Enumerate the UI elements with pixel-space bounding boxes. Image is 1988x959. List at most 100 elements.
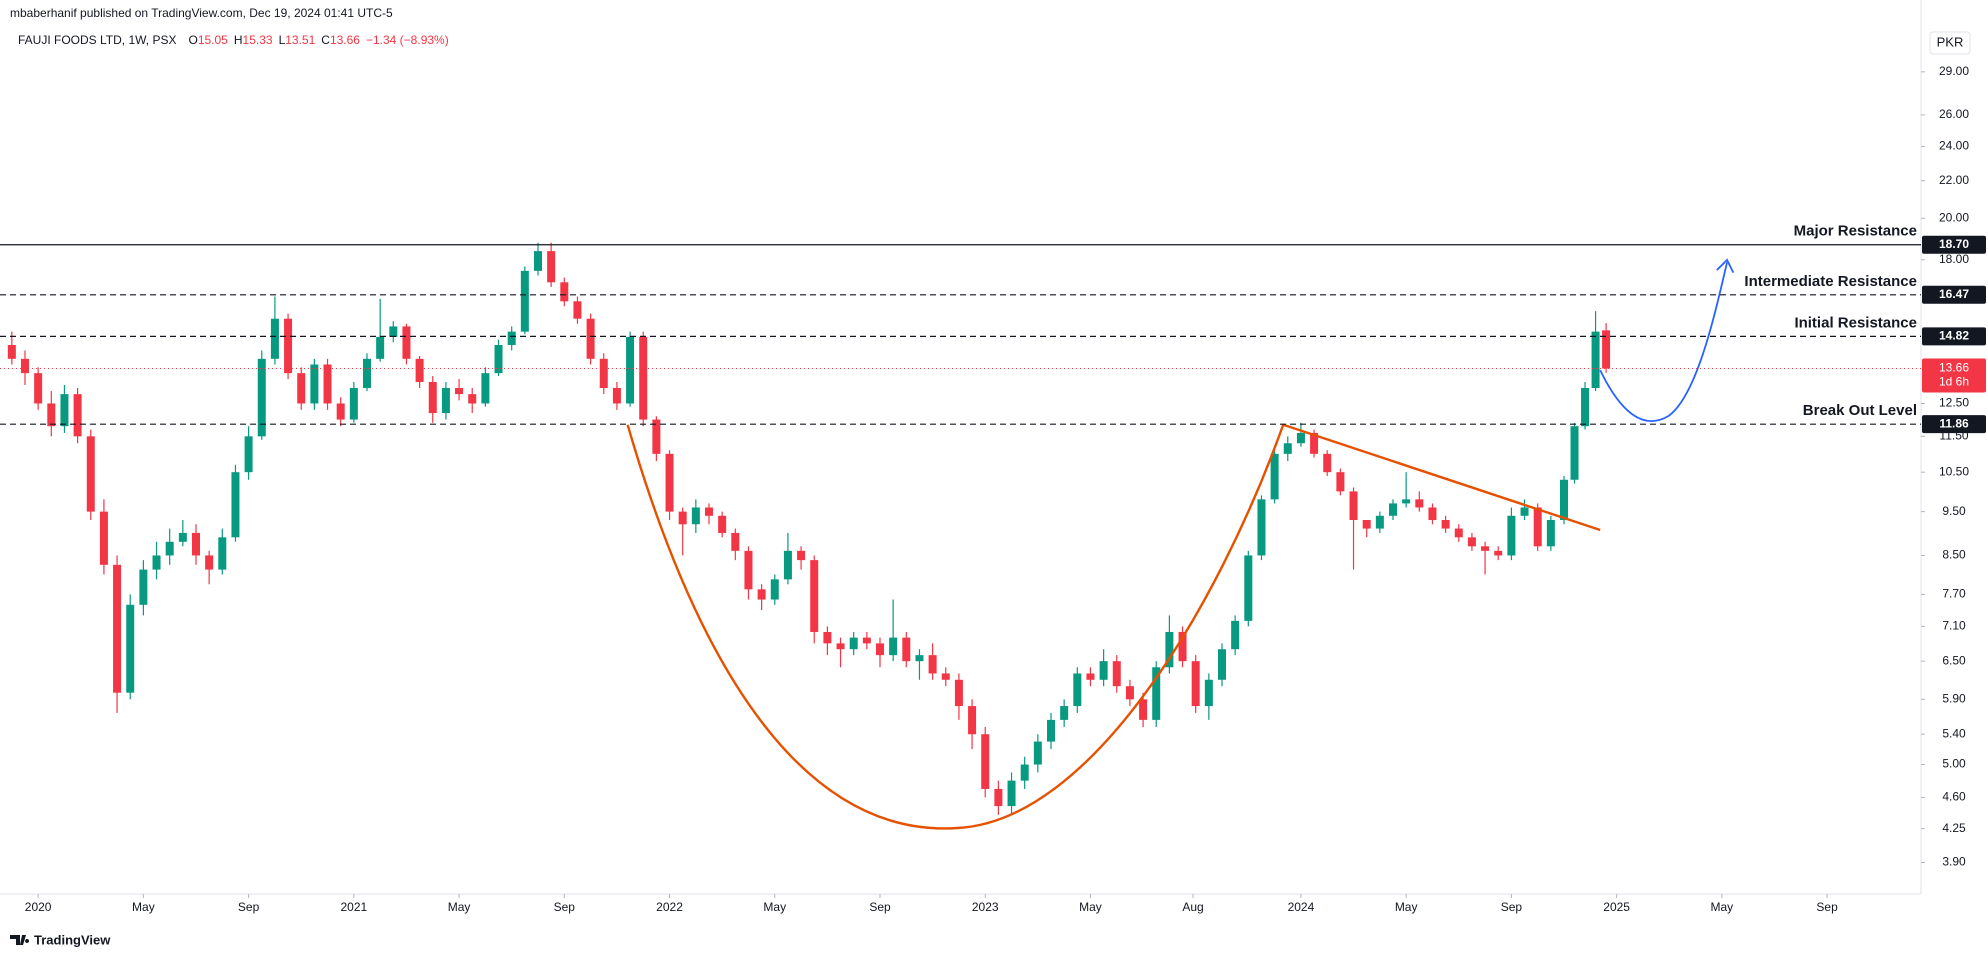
level-tag-label: 18.70	[1939, 237, 1969, 251]
candle-body	[1591, 331, 1600, 389]
x-tick-label: 2021	[340, 900, 367, 914]
y-tick-label: 9.50	[1942, 504, 1966, 518]
candle-body	[783, 550, 792, 580]
candle-body	[244, 436, 253, 473]
candle-body	[139, 569, 148, 605]
legend-value: 15.05	[198, 33, 228, 47]
candle-body	[902, 637, 911, 662]
level-label: Break Out Level	[1803, 402, 1917, 419]
candle-body	[1507, 515, 1516, 556]
candle-body	[849, 637, 858, 650]
level-label: Initial Resistance	[1794, 314, 1917, 331]
candle-body	[862, 637, 871, 644]
y-tick-label: 5.90	[1942, 691, 1966, 705]
candle-body	[612, 388, 621, 404]
candle-body	[652, 419, 661, 454]
candle-body	[494, 344, 503, 374]
x-tick-label: May	[132, 900, 155, 914]
candle-body	[7, 344, 16, 359]
x-tick-label: Aug	[1182, 900, 1203, 914]
candle-body	[218, 537, 227, 570]
y-tick-label: 5.40	[1942, 726, 1966, 740]
candle-body	[1125, 686, 1134, 700]
candle-body	[1178, 631, 1187, 662]
candle-body	[1375, 515, 1384, 529]
candle-body	[323, 364, 332, 404]
y-tick-label: 20.00	[1939, 210, 1969, 224]
candle-body	[376, 336, 385, 359]
candle-body	[1349, 491, 1358, 521]
candle-body	[968, 706, 977, 735]
candle-body	[1546, 520, 1555, 547]
candle-body	[297, 373, 306, 404]
logo	[10, 935, 30, 945]
candle-body	[928, 655, 937, 674]
candle-body	[941, 673, 950, 680]
candle-body	[1520, 507, 1529, 516]
drawings	[628, 260, 1734, 828]
x-tick-label: Sep	[238, 900, 260, 914]
last-price-tag	[1922, 358, 1986, 393]
x-tick-label: May	[1711, 900, 1734, 914]
y-tick-label: 10.50	[1939, 464, 1969, 478]
footer: TradingView	[34, 932, 111, 947]
y-tick-label: 29.00	[1939, 64, 1969, 78]
candle-body	[362, 358, 371, 389]
candle-body	[1310, 432, 1319, 454]
cup-curve	[628, 425, 1284, 829]
x-tick-label: Sep	[554, 900, 576, 914]
candle-body	[1231, 620, 1240, 650]
candle-body	[639, 336, 648, 420]
header: mbaberhanif published on TradingView.com…	[10, 6, 393, 20]
candle-body	[468, 394, 477, 404]
candle-body	[60, 394, 69, 427]
candle-body	[626, 336, 635, 404]
candle-body	[547, 251, 556, 283]
candle-body	[1494, 550, 1503, 556]
candle-body	[823, 631, 832, 644]
y-tick-label: 12.50	[1939, 396, 1969, 410]
candle-body	[757, 589, 766, 600]
candle-body	[455, 388, 464, 395]
candle-body	[231, 472, 240, 538]
legend-key: L	[279, 33, 286, 47]
candle-body	[731, 532, 740, 551]
level-tag-label: 16.47	[1939, 287, 1969, 301]
candle-body	[481, 373, 490, 404]
x-tick-label: 2022	[656, 900, 683, 914]
candle-body	[257, 358, 266, 437]
candle-body	[152, 555, 161, 570]
candle-body	[428, 382, 437, 414]
x-tick-label: May	[1395, 900, 1418, 914]
level-label: Intermediate Resistance	[1744, 273, 1917, 290]
legend-value: 15.33	[243, 33, 273, 47]
candle-body	[994, 788, 1003, 807]
candle-body	[560, 282, 569, 302]
candle-body	[573, 301, 582, 319]
candle-body	[1165, 631, 1174, 668]
candle-body	[441, 388, 450, 414]
candle-body	[507, 331, 516, 345]
candle-body	[954, 679, 963, 707]
candle-body	[1086, 673, 1095, 680]
y-tick-label: 4.25	[1942, 821, 1966, 835]
y-tick-label: 7.10	[1942, 619, 1966, 633]
candle-body	[586, 318, 595, 359]
candle-body	[99, 511, 108, 565]
candle-body	[1060, 706, 1069, 720]
candle-body	[1033, 741, 1042, 765]
candle-body	[1336, 472, 1345, 492]
legend: FAUJI FOODS LTD, 1W, PSX O15.05 H15.33 L13.…	[18, 33, 449, 47]
legend-value: 13.51	[285, 33, 315, 47]
currency-box	[1929, 31, 1971, 55]
candle-body	[126, 604, 135, 693]
level-tag-label: 11.86	[1939, 416, 1969, 430]
candle-body	[1257, 499, 1266, 556]
candle-body	[415, 358, 424, 383]
candle-body	[1073, 673, 1082, 707]
candle-body	[1218, 649, 1227, 680]
candle-body	[1581, 388, 1590, 427]
legend-value: 13.66	[330, 33, 360, 47]
candle-body	[1428, 507, 1437, 521]
